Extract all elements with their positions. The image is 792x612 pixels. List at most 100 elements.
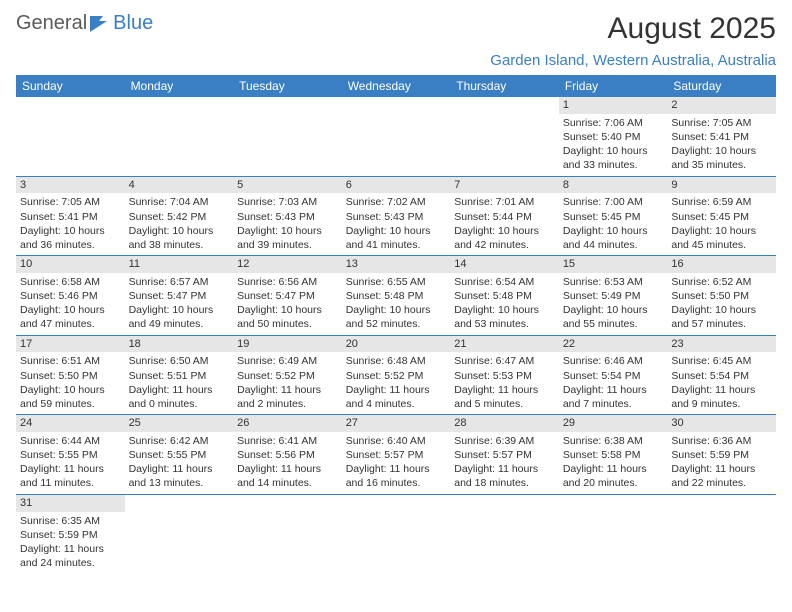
sunset-text: Sunset: 5:56 PM [237, 448, 338, 462]
day1-text: Daylight: 11 hours [563, 383, 664, 397]
logo-text-a: General [16, 12, 87, 35]
day2-text: and 20 minutes. [563, 476, 664, 490]
day-number: 11 [125, 256, 234, 273]
calendar-cell: 15 Sunrise: 6:53 AMSunset: 5:49 PMDayligh… [559, 256, 668, 336]
calendar-cell: 18Sunrise: 6:50 AMSunset: 5:51 PMDayligh… [125, 335, 234, 415]
sunrise-text: Sunrise: 6:47 AM [454, 354, 555, 368]
day1-text: Daylight: 11 hours [671, 462, 772, 476]
sunrise-text: Sunrise: 6:44 AM [20, 434, 121, 448]
sunrise-text: Sunrise: 6:58 AM [20, 275, 121, 289]
day1-text: Daylight: 10 hours [454, 303, 555, 317]
day-number: 21 [450, 336, 559, 353]
calendar-cell: 20Sunrise: 6:48 AMSunset: 5:52 PMDayligh… [342, 335, 451, 415]
calendar-cell: 7Sunrise: 7:01 AMSunset: 5:44 PMDaylight… [450, 176, 559, 256]
day-number: 28 [450, 415, 559, 432]
calendar-cell [16, 97, 125, 176]
sunset-text: Sunset: 5:49 PM [563, 289, 664, 303]
sunrise-text: Sunrise: 6:40 AM [346, 434, 447, 448]
day1-text: Daylight: 10 hours [129, 224, 230, 238]
day2-text: and 52 minutes. [346, 317, 447, 331]
day-number: 9 [667, 177, 776, 194]
day-number: 22 [559, 336, 668, 353]
sunrise-text: Sunrise: 7:05 AM [671, 116, 772, 130]
calendar-body: 1Sunrise: 7:06 AMSunset: 5:40 PMDaylight… [16, 97, 776, 573]
day2-text: and 42 minutes. [454, 238, 555, 252]
day1-text: Daylight: 11 hours [346, 383, 447, 397]
day1-text: Daylight: 10 hours [346, 303, 447, 317]
calendar-cell [125, 494, 234, 573]
day2-text: and 14 minutes. [237, 476, 338, 490]
sunrise-text: Sunrise: 6:55 AM [346, 275, 447, 289]
day2-text: and 55 minutes. [563, 317, 664, 331]
sunset-text: Sunset: 5:57 PM [346, 448, 447, 462]
day-number: 10 [16, 256, 125, 273]
sunrise-text: Sunrise: 6:49 AM [237, 354, 338, 368]
day-number: 18 [125, 336, 234, 353]
day1-text: Daylight: 10 hours [671, 303, 772, 317]
calendar-cell: 14Sunrise: 6:54 AMSunset: 5:48 PMDayligh… [450, 256, 559, 336]
day1-text: Daylight: 10 hours [346, 224, 447, 238]
day1-text: Daylight: 11 hours [671, 383, 772, 397]
day-number: 2 [667, 97, 776, 114]
day2-text: and 0 minutes. [129, 397, 230, 411]
sunrise-text: Sunrise: 6:57 AM [129, 275, 230, 289]
day1-text: Daylight: 11 hours [237, 462, 338, 476]
day-header: Monday [125, 75, 234, 97]
calendar-cell: 2Sunrise: 7:05 AMSunset: 5:41 PMDaylight… [667, 97, 776, 176]
day-number: 6 [342, 177, 451, 194]
calendar-cell [450, 494, 559, 573]
sunrise-text: Sunrise: 7:05 AM [20, 195, 121, 209]
calendar-cell: 28Sunrise: 6:39 AMSunset: 5:57 PMDayligh… [450, 415, 559, 495]
day2-text: and 9 minutes. [671, 397, 772, 411]
day2-text: and 33 minutes. [563, 158, 664, 172]
day1-text: Daylight: 10 hours [454, 224, 555, 238]
day-number: 25 [125, 415, 234, 432]
sunset-text: Sunset: 5:41 PM [671, 130, 772, 144]
calendar-cell: 9Sunrise: 6:59 AMSunset: 5:45 PMDaylight… [667, 176, 776, 256]
day2-text: and 44 minutes. [563, 238, 664, 252]
day1-text: Daylight: 10 hours [563, 144, 664, 158]
day-number: 8 [559, 177, 668, 194]
sunset-text: Sunset: 5:54 PM [671, 369, 772, 383]
day-number: 30 [667, 415, 776, 432]
day-number: 15 [559, 256, 668, 273]
sunset-text: Sunset: 5:51 PM [129, 369, 230, 383]
sunrise-text: Sunrise: 6:48 AM [346, 354, 447, 368]
sunset-text: Sunset: 5:59 PM [20, 528, 121, 542]
sunset-text: Sunset: 5:59 PM [671, 448, 772, 462]
day2-text: and 50 minutes. [237, 317, 338, 331]
sunrise-text: Sunrise: 6:36 AM [671, 434, 772, 448]
day1-text: Daylight: 11 hours [563, 462, 664, 476]
day2-text: and 49 minutes. [129, 317, 230, 331]
day2-text: and 4 minutes. [346, 397, 447, 411]
day1-text: Daylight: 11 hours [20, 542, 121, 556]
calendar-cell: 23Sunrise: 6:45 AMSunset: 5:54 PMDayligh… [667, 335, 776, 415]
day-number: 26 [233, 415, 342, 432]
sunrise-text: Sunrise: 6:54 AM [454, 275, 555, 289]
sunrise-text: Sunrise: 6:41 AM [237, 434, 338, 448]
sunrise-text: Sunrise: 6:38 AM [563, 434, 664, 448]
day-header: Friday [559, 75, 668, 97]
sunset-text: Sunset: 5:46 PM [20, 289, 121, 303]
calendar-cell [667, 494, 776, 573]
sunrise-text: Sunrise: 7:06 AM [563, 116, 664, 130]
calendar-cell: 1Sunrise: 7:06 AMSunset: 5:40 PMDaylight… [559, 97, 668, 176]
calendar-cell: 16Sunrise: 6:52 AMSunset: 5:50 PMDayligh… [667, 256, 776, 336]
calendar-cell: 3Sunrise: 7:05 AMSunset: 5:41 PMDaylight… [16, 176, 125, 256]
sunset-text: Sunset: 5:55 PM [20, 448, 121, 462]
calendar-cell [342, 97, 451, 176]
day1-text: Daylight: 10 hours [563, 303, 664, 317]
sunrise-text: Sunrise: 6:35 AM [20, 514, 121, 528]
sunset-text: Sunset: 5:55 PM [129, 448, 230, 462]
sunrise-text: Sunrise: 6:52 AM [671, 275, 772, 289]
day-number: 13 [342, 256, 451, 273]
day1-text: Daylight: 11 hours [454, 383, 555, 397]
calendar-cell: 19Sunrise: 6:49 AMSunset: 5:52 PMDayligh… [233, 335, 342, 415]
sunset-text: Sunset: 5:47 PM [237, 289, 338, 303]
day2-text: and 16 minutes. [346, 476, 447, 490]
sunrise-text: Sunrise: 6:53 AM [563, 275, 664, 289]
sunset-text: Sunset: 5:54 PM [563, 369, 664, 383]
sunset-text: Sunset: 5:44 PM [454, 210, 555, 224]
sunset-text: Sunset: 5:52 PM [237, 369, 338, 383]
day2-text: and 7 minutes. [563, 397, 664, 411]
